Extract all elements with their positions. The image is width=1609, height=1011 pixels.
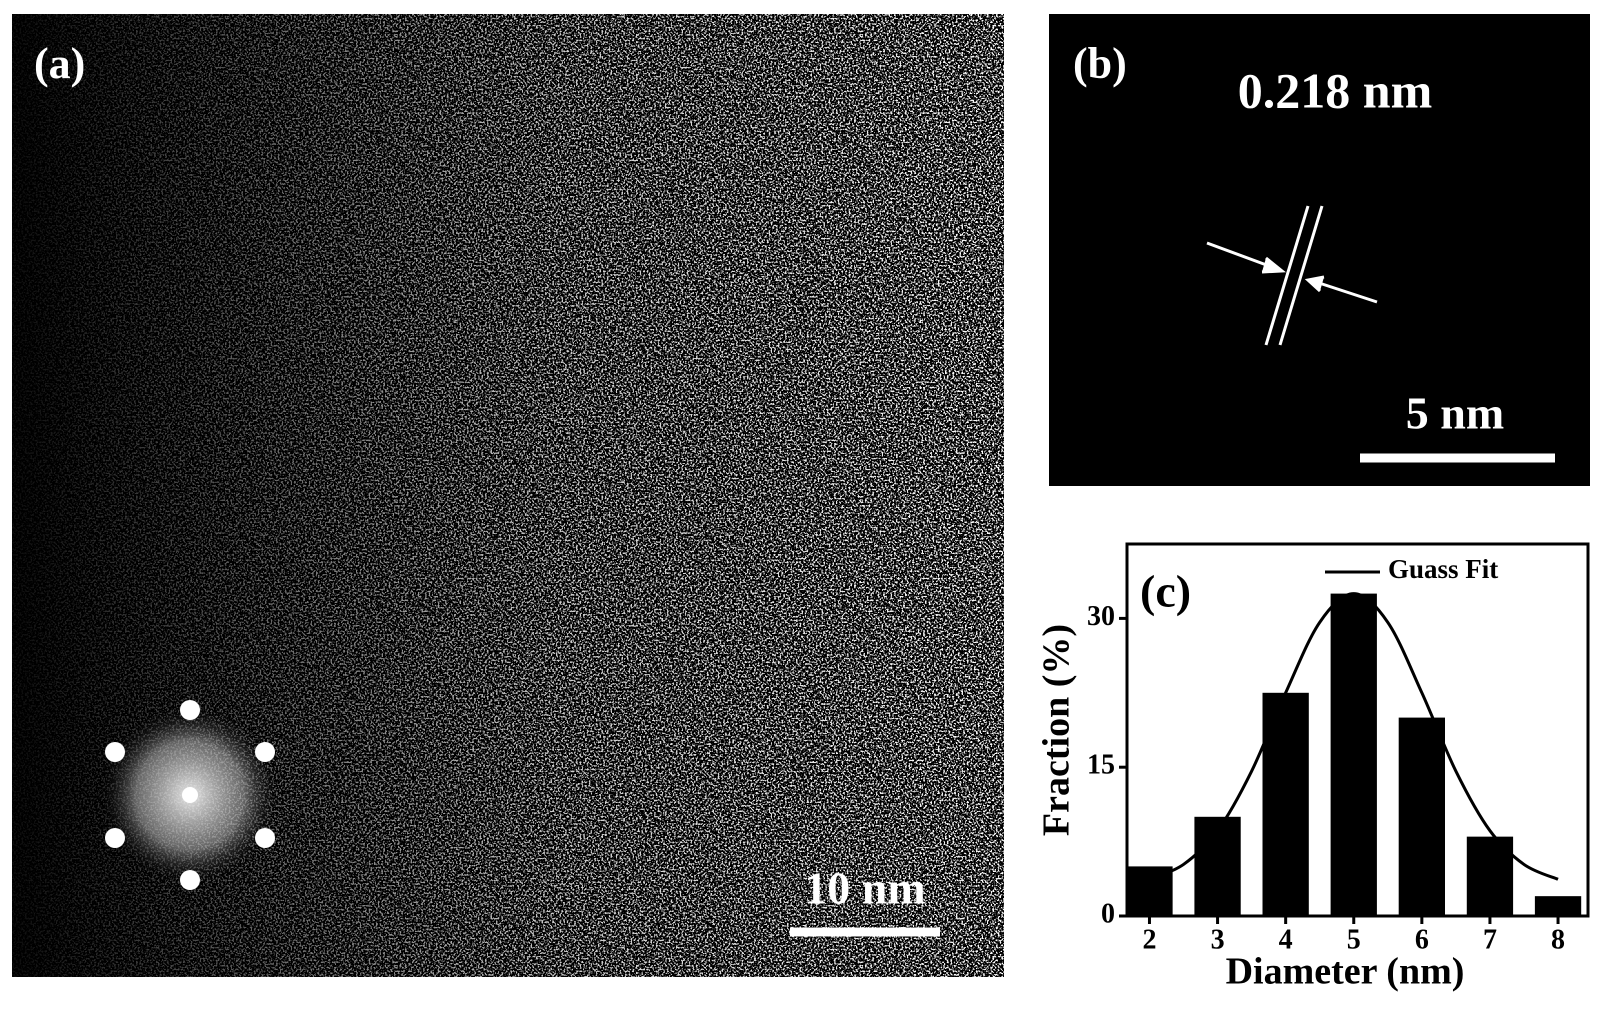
lattice-spacing: 0.218 nm <box>1238 62 1432 118</box>
fft-inset <box>100 700 280 890</box>
x-tick-label: 3 <box>1211 924 1225 955</box>
panel-label: (a) <box>34 39 85 88</box>
bar <box>1194 816 1241 916</box>
panel-label: (c) <box>1140 566 1191 617</box>
y-axis-label: Fraction (%) <box>1036 624 1078 836</box>
x-tick-label: 7 <box>1483 924 1497 955</box>
hrtem-image <box>1049 14 1590 486</box>
bar <box>1330 593 1377 916</box>
y-tick-label: 15 <box>1087 750 1115 781</box>
fit-curve <box>1148 592 1559 881</box>
bar <box>1398 717 1446 916</box>
x-axis-label: Diameter (nm) <box>1226 951 1465 993</box>
scale-bar-label: 5 nm <box>1406 388 1504 439</box>
panel-label: (b) <box>1073 39 1127 88</box>
legend-label: Guass Fit <box>1388 554 1498 584</box>
x-tick-label: 4 <box>1279 924 1293 955</box>
y-tick-label: 30 <box>1087 601 1115 632</box>
x-tick-label: 5 <box>1347 924 1361 955</box>
scale-bar-label: 10 nm <box>804 863 925 914</box>
x-tick-label: 6 <box>1415 924 1429 955</box>
lattice-fringe-marker <box>1206 205 1378 346</box>
x-tick-label: 2 <box>1142 924 1156 955</box>
x-tick-label: 8 <box>1551 924 1565 955</box>
bar <box>1534 896 1582 916</box>
y-tick-label: 0 <box>1101 898 1115 929</box>
bar <box>1262 692 1309 916</box>
